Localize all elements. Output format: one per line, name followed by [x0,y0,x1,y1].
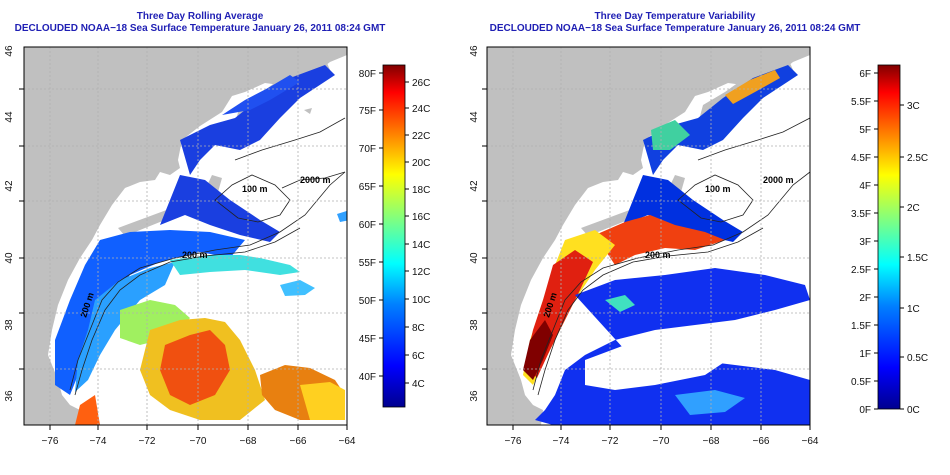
sst-variability-panel: Three Day Temperature Variability DECLOU… [469,0,950,475]
panel-title: Three Day Temperature Variability [594,11,756,22]
colorbar-c-label: 22C [412,131,430,142]
sable-island [304,108,312,114]
y-tick-label: 36 [4,390,15,402]
colorbar-f-label: 3F [859,237,871,248]
colorbar-c-label: 3C [907,101,920,112]
x-tick-label: −66 [753,436,770,447]
colorbar-f-label: 60F [359,220,376,231]
colorbar-c-label: 2.5C [907,153,928,164]
colorbar-f-label: 0F [859,405,871,416]
x-tick-label: −74 [90,436,107,447]
colorbar-f-label: 50F [359,296,376,307]
colorbar-c-label: 10C [412,295,430,306]
x-tick-label: −64 [802,436,819,447]
panel-title: Three Day Rolling Average [136,11,264,22]
contour-label-100m: 100 m [242,184,268,194]
colorbar-c-label: 0C [907,405,920,416]
contour-label-2000m: 2000 m [300,175,331,185]
colorbar-c-label: 6C [412,351,425,362]
colorbar-f-label: 65F [359,182,376,193]
x-tick-label: −66 [290,436,307,447]
x-tick-label: −74 [553,436,570,447]
sst-data-layer [55,65,347,425]
colorbar-c-label: 18C [412,185,430,196]
colorbar [382,64,406,408]
sst-average-panel: Three Day Rolling Average DECLOUDED NOAA… [4,11,430,447]
colorbar-f-label: 4F [859,181,871,192]
y-tick-label: 46 [4,45,15,57]
map-frame [23,46,348,426]
sst-average-map: 200 m 100 m 2000 m 200 m −76 [4,45,430,447]
colorbar-f-label: 1.5F [851,321,871,332]
y-tick-label: 42 [4,180,15,192]
contour-label-100m: 100 m [705,184,731,194]
colorbar-c-label: 0.5C [907,353,928,364]
colorbar-c-label: 20C [412,158,430,169]
x-tick-label: −70 [190,436,207,447]
x-tick-label: −72 [139,436,156,447]
x-tick-label: −70 [653,436,670,447]
colorbar-c-label: 4C [412,379,425,390]
sst-variability-map: 200 m 100 m 2000 m 200 m −76 −74 [469,45,928,447]
x-tick-label: −68 [240,436,257,447]
y-tick-label: 44 [4,111,15,123]
x-tick-label: −76 [505,436,522,447]
variability-data-layer [523,65,810,425]
colorbar-f-label: 3.5F [851,209,871,220]
panel-subtitle: DECLOUDED NOAA−18 Sea Surface Temperatur… [14,23,386,34]
colorbar-f-label: 5.5F [851,97,871,108]
y-tick-label: 36 [469,390,480,402]
y-tick-label: 46 [469,45,480,57]
y-tick-label: 40 [469,252,480,264]
colorbar-f-label: 80F [359,69,376,80]
y-tick-label: 38 [469,319,480,331]
colorbar-c-label: 24C [412,104,430,115]
y-tick-label: 44 [469,111,480,123]
colorbar-f-label: 1F [859,349,871,360]
colorbar-c-label: 2C [907,203,920,214]
colorbar-f-label: 4.5F [851,153,871,164]
x-tick-label: −64 [339,436,356,447]
contour-label-2000m: 2000 m [763,175,794,185]
graticule [487,47,810,425]
colorbar-f-label: 0.5F [851,377,871,388]
x-tick-label: −76 [42,436,59,447]
colorbar-c-label: 1C [907,304,920,315]
map-frame [486,46,811,426]
contour-label-200m: 200 m [645,250,671,260]
colorbar-c-label: 8C [412,323,425,334]
colorbar-f-label: 2.5F [851,265,871,276]
colorbar [877,64,901,410]
colorbar-f-label: 2F [859,293,871,304]
y-tick-label: 42 [469,180,480,192]
contour-label-200m: 200 m [182,250,208,260]
colorbar-f-label: 6F [859,69,871,80]
land-mass [24,47,347,425]
colorbar-c-label: 1.5C [907,253,928,264]
colorbar-f-label: 45F [359,334,376,345]
colorbar-f-label: 75F [359,106,376,117]
y-tick-label: 40 [4,252,15,264]
x-tick-label: −72 [602,436,619,447]
bathymetry-contours [69,117,346,396]
bathymetry-contours [532,117,810,396]
colorbar-c-label: 26C [412,78,430,89]
panel-subtitle: DECLOUDED NOAA−18 Sea Surface Temperatur… [489,23,861,34]
colorbar-c-label: 14C [412,240,430,251]
colorbar-c-label: 16C [412,212,430,223]
colorbar-c-label: 12C [412,267,430,278]
colorbar-f-label: 40F [359,372,376,383]
y-tick-label: 38 [4,319,15,331]
colorbar-f-label: 5F [859,125,871,136]
colorbar-f-label: 55F [359,258,376,269]
colorbar-f-label: 70F [359,144,376,155]
x-tick-label: −68 [703,436,720,447]
land-mass [487,47,810,425]
graticule [24,47,347,425]
